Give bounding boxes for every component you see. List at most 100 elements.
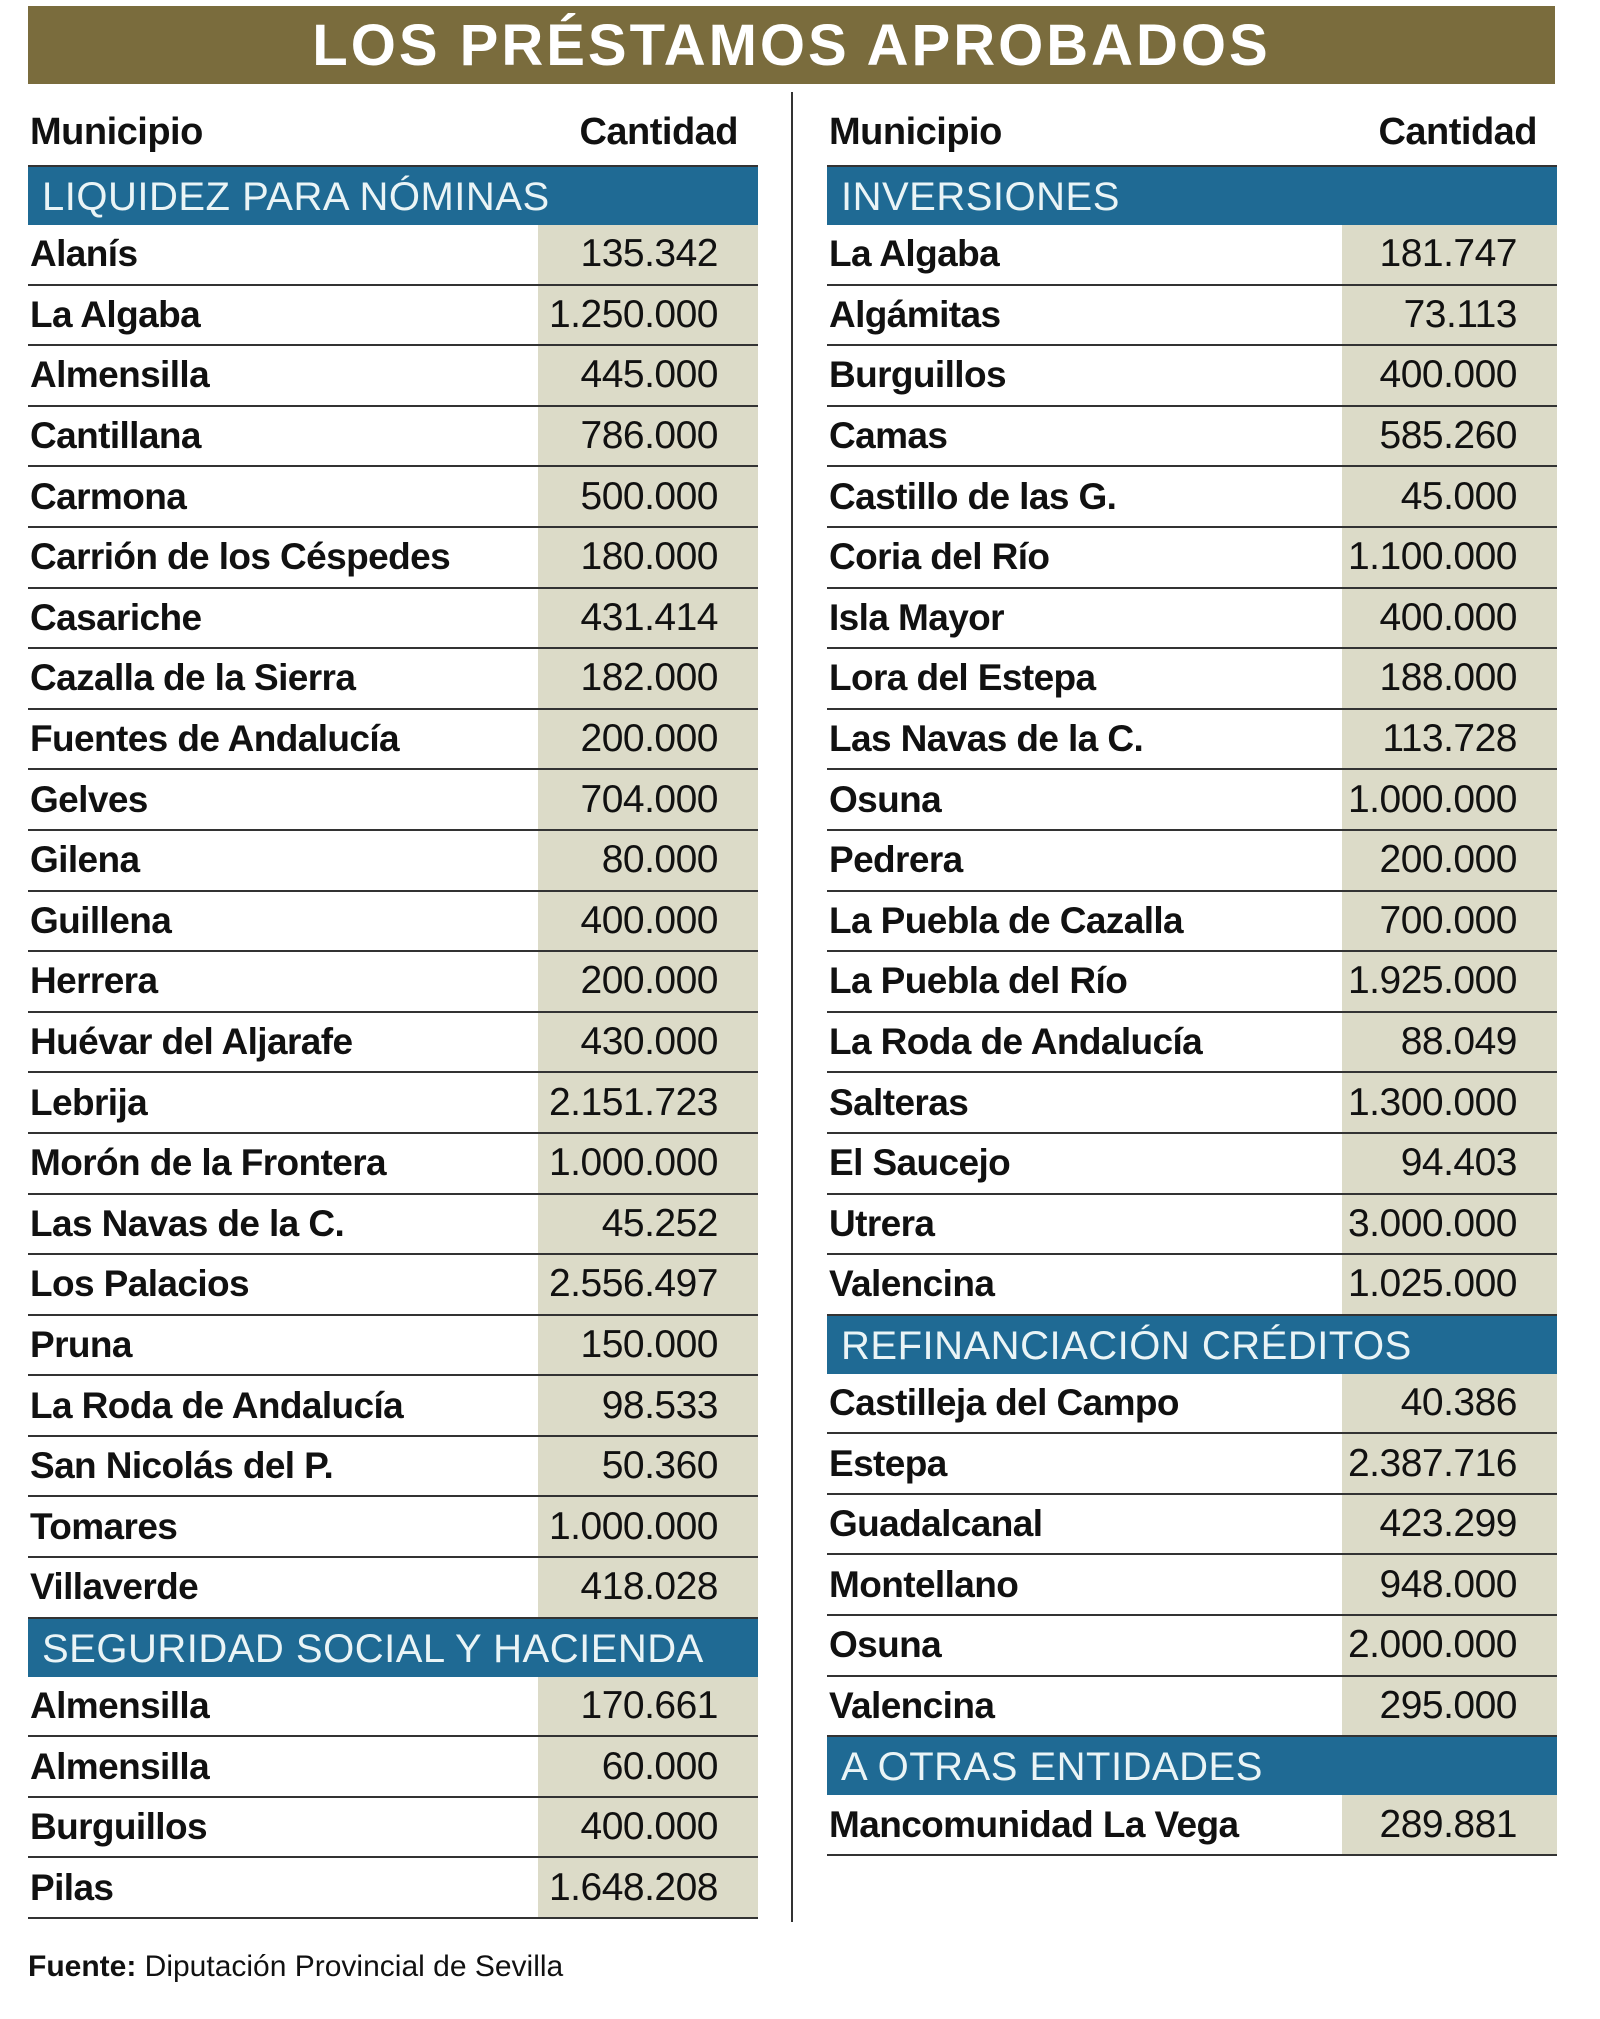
- cantidad-value: 1.000.000: [548, 1141, 719, 1185]
- cantidad-value: 445.000: [580, 353, 719, 397]
- municipio-name: Villaverde: [30, 1566, 199, 1608]
- cantidad-value: 1.100.000: [1347, 535, 1518, 579]
- table-row: Tomares 1.000.000: [28, 1497, 758, 1559]
- header-municipio: Municipio: [829, 111, 1002, 153]
- section-header: SEGURIDAD SOCIAL Y HACIENDA: [28, 1618, 758, 1677]
- municipio-name: Carmona: [30, 475, 187, 517]
- municipio-name: Castillo de las G.: [829, 475, 1117, 517]
- source-note: Fuente: Diputación Provincial de Sevilla: [28, 1950, 563, 1984]
- section-header: REFINANCIACIÓN CRÉDITOS: [827, 1315, 1557, 1374]
- municipio-name: Pilas: [30, 1866, 114, 1908]
- table-row: Pruna 150.000: [28, 1315, 758, 1377]
- table-row: Estepa 2.387.716: [827, 1434, 1557, 1495]
- left-table: Municipio Cantidad LIQUIDEZ PARA NÓMINAS…: [28, 100, 758, 1920]
- municipio-name: Guadalcanal: [829, 1503, 1043, 1545]
- table-row: La Algaba 181.747: [827, 225, 1557, 286]
- municipio-name: Salteras: [829, 1081, 969, 1123]
- municipio-name: Las Navas de la C.: [30, 1202, 345, 1244]
- table-row: Herrera 200.000: [28, 952, 758, 1013]
- cantidad-value: 200.000: [580, 717, 719, 761]
- cantidad-value: 1.250.000: [548, 292, 719, 336]
- table-row: Huévar del Aljarafe 430.000: [28, 1012, 758, 1074]
- cantidad-value: 40.386: [1400, 1380, 1518, 1424]
- cantidad-value: 188.000: [1379, 656, 1518, 700]
- municipio-name: El Saucejo: [829, 1142, 1011, 1184]
- table-row: San Nicolás del P. 50.360: [28, 1436, 758, 1498]
- table-row: Valencina 1.025.000: [827, 1255, 1557, 1316]
- cantidad-value: 113.728: [1382, 717, 1517, 761]
- municipio-name: Lebrija: [30, 1081, 148, 1123]
- municipio-name: La Roda de Andalucía: [30, 1384, 404, 1426]
- cantidad-value: 98.533: [601, 1383, 719, 1427]
- table-row: Castilleja del Campo 40.386: [827, 1373, 1557, 1435]
- cantidad-value: 2.556.497: [548, 1262, 719, 1306]
- municipio-name: Las Navas de la C.: [829, 718, 1144, 760]
- cantidad-value: 60.000: [601, 1744, 719, 1788]
- municipio-name: Morón de la Frontera: [30, 1142, 387, 1184]
- municipio-name: Valencina: [829, 1684, 995, 1726]
- municipio-name: Isla Mayor: [829, 596, 1005, 638]
- source-label: Fuente:: [28, 1950, 137, 1983]
- municipio-name: Almensilla: [30, 354, 210, 396]
- cantidad-value: 73.113: [1403, 292, 1518, 336]
- cantidad-value: 418.028: [580, 1565, 719, 1609]
- municipio-name: Alanís: [30, 233, 138, 275]
- table-row: Las Navas de la C. 45.252: [28, 1194, 758, 1256]
- table-row: Guadalcanal 423.299: [827, 1494, 1557, 1556]
- table-row: Almensilla 60.000: [28, 1737, 758, 1798]
- cantidad-value: 400.000: [580, 1805, 719, 1849]
- table-row: Almensilla 445.000: [28, 346, 758, 407]
- municipio-name: Huévar del Aljarafe: [30, 1021, 353, 1063]
- page-title: LOS PRÉSTAMOS APROBADOS: [28, 6, 1555, 84]
- municipio-name: San Nicolás del P.: [30, 1445, 334, 1487]
- header-cantidad: Cantidad: [579, 111, 738, 153]
- municipio-name: Osuna: [829, 1624, 942, 1666]
- municipio-name: Utrera: [829, 1202, 935, 1244]
- table-row: Mancomunidad La Vega 289.881: [827, 1795, 1557, 1856]
- municipio-name: Los Palacios: [30, 1263, 250, 1305]
- municipio-name: Herrera: [30, 960, 158, 1002]
- municipio-name: Estepa: [829, 1442, 947, 1484]
- cantidad-value: 585.260: [1379, 414, 1518, 458]
- table-row: Lebrija 2.151.723: [28, 1073, 758, 1134]
- table-row: La Algaba 1.250.000: [28, 285, 758, 347]
- cantidad-value: 45.000: [1400, 474, 1518, 518]
- cantidad-value: 786.000: [580, 414, 719, 458]
- cantidad-value: 1.648.208: [548, 1865, 719, 1909]
- municipio-name: Lora del Estepa: [829, 657, 1096, 699]
- cantidad-value: 1.925.000: [1347, 959, 1518, 1003]
- cantidad-value: 400.000: [1379, 595, 1518, 639]
- table-row: Salteras 1.300.000: [827, 1073, 1557, 1134]
- cantidad-value: 430.000: [580, 1020, 719, 1064]
- table-row: Montellano 948.000: [827, 1555, 1557, 1617]
- cantidad-value: 400.000: [1379, 353, 1518, 397]
- cantidad-value: 170.661: [580, 1683, 719, 1727]
- municipio-name: Burguillos: [30, 1806, 208, 1848]
- table-row: Las Navas de la C. 113.728: [827, 709, 1557, 771]
- municipio-name: La Puebla del Río: [829, 960, 1128, 1002]
- table-row: Almensilla 170.661: [28, 1676, 758, 1738]
- municipio-name: La Algaba: [30, 293, 201, 335]
- table-row: Casariche 431.414: [28, 588, 758, 650]
- municipio-name: Carrión de los Céspedes: [30, 536, 451, 578]
- cantidad-value: 3.000.000: [1347, 1201, 1518, 1245]
- cantidad-value: 1.000.000: [548, 1504, 719, 1548]
- municipio-name: Montellano: [829, 1563, 1019, 1605]
- table-row: Gilena 80.000: [28, 830, 758, 892]
- cantidad-value: 180.000: [580, 535, 719, 579]
- cantidad-value: 400.000: [580, 898, 719, 942]
- table-row: Gelves 704.000: [28, 770, 758, 831]
- municipio-name: Burguillos: [829, 354, 1007, 396]
- header-municipio: Municipio: [30, 111, 203, 153]
- cantidad-value: 181.747: [1379, 232, 1518, 276]
- header-cantidad: Cantidad: [1378, 111, 1537, 153]
- table-row: Carmona 500.000: [28, 467, 758, 528]
- cantidad-value: 423.299: [1379, 1502, 1518, 1546]
- cantidad-value: 700.000: [1379, 898, 1518, 942]
- municipio-name: Valencina: [829, 1263, 995, 1305]
- table-row: Carrión de los Céspedes 180.000: [28, 527, 758, 589]
- municipio-name: Pedrera: [829, 839, 963, 881]
- municipio-name: Algámitas: [829, 293, 1001, 335]
- cantidad-value: 88.049: [1400, 1020, 1518, 1064]
- municipio-name: Tomares: [30, 1505, 178, 1547]
